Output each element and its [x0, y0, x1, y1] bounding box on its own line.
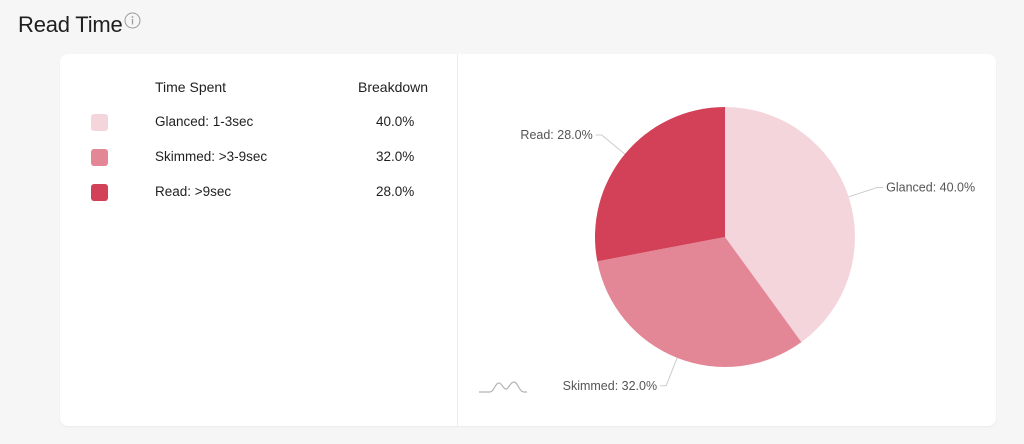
pie-slice-label: Read: 28.0% — [520, 128, 592, 142]
page-title: Read Time — [18, 12, 123, 37]
pie-slice-label: Skimmed: 32.0% — [563, 379, 657, 393]
column-header-breakdown: Breakdown — [358, 79, 429, 95]
legend-row-read: Read: >9sec 28.0% — [60, 181, 457, 205]
read-time-card: Time Spent Breakdown Glanced: 1-3sec 40.… — [60, 54, 996, 426]
legend-swatch-read — [91, 184, 108, 201]
legend-value: 28.0% — [376, 184, 415, 199]
legend-row-skimmed: Skimmed: >3-9sec 32.0% — [60, 146, 457, 170]
legend-value: 40.0% — [376, 114, 415, 129]
pie-slice-label: Glanced: 40.0% — [886, 181, 975, 195]
legend-label: Skimmed: >3-9sec — [155, 149, 268, 164]
info-icon[interactable] — [124, 12, 141, 29]
pie-label-leader — [848, 187, 884, 198]
panel-divider — [457, 54, 458, 426]
legend-label: Glanced: 1-3sec — [155, 114, 254, 129]
sparkline-icon — [479, 381, 527, 393]
pie-label-leader — [595, 134, 626, 155]
column-header-time-spent: Time Spent — [155, 79, 227, 95]
pie-slice-glanced[interactable] — [725, 107, 855, 343]
legend-row-glanced: Glanced: 1-3sec 40.0% — [60, 111, 457, 135]
pie-slice-read[interactable] — [595, 107, 725, 262]
legend-value: 32.0% — [376, 149, 415, 164]
pie-chart: Glanced: 40.0% Skimmed: 32.0% Read: 28.0% — [520, 107, 975, 393]
legend-swatch-skimmed — [91, 149, 108, 166]
pie-slice-skimmed[interactable] — [597, 237, 802, 368]
legend-swatch-glanced — [91, 114, 108, 131]
pie-label-leader — [660, 357, 678, 387]
legend-label: Read: >9sec — [155, 184, 232, 199]
